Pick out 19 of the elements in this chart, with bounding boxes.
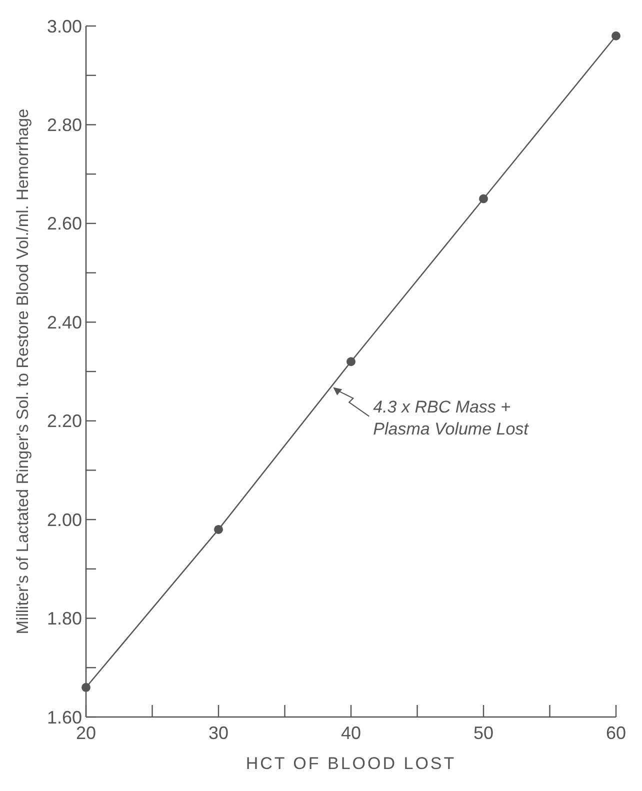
point bbox=[612, 31, 620, 40]
point bbox=[346, 357, 356, 366]
y-tick-label: 1.80 bbox=[46, 608, 82, 629]
point bbox=[479, 194, 488, 204]
annotation: 4.3 x RBC Mass + Plasma Volume Lost bbox=[373, 397, 530, 438]
y-tick-label: 2.80 bbox=[46, 115, 82, 136]
x-tick-label: 60 bbox=[606, 723, 626, 743]
x-tick-label: 40 bbox=[340, 723, 362, 743]
y-axis-title: Milliter's of Lactated Ringer's Sol. to Restore Blood Vol./ml. Hemorrhage bbox=[14, 108, 32, 634]
x-axis-title: HCT OF BLOOD LOST bbox=[246, 754, 456, 773]
x-tick-label: 50 bbox=[473, 723, 494, 743]
y-tick-label: 2.00 bbox=[46, 510, 82, 530]
point bbox=[214, 524, 223, 534]
y-tick-label: 3.00 bbox=[46, 16, 82, 36]
point bbox=[82, 682, 90, 692]
x-tick-label: 30 bbox=[208, 723, 229, 743]
y-tick-label: 2.60 bbox=[46, 214, 82, 234]
y-tick-label: 2.40 bbox=[46, 312, 82, 332]
y-tick-label: 2.20 bbox=[46, 411, 82, 432]
